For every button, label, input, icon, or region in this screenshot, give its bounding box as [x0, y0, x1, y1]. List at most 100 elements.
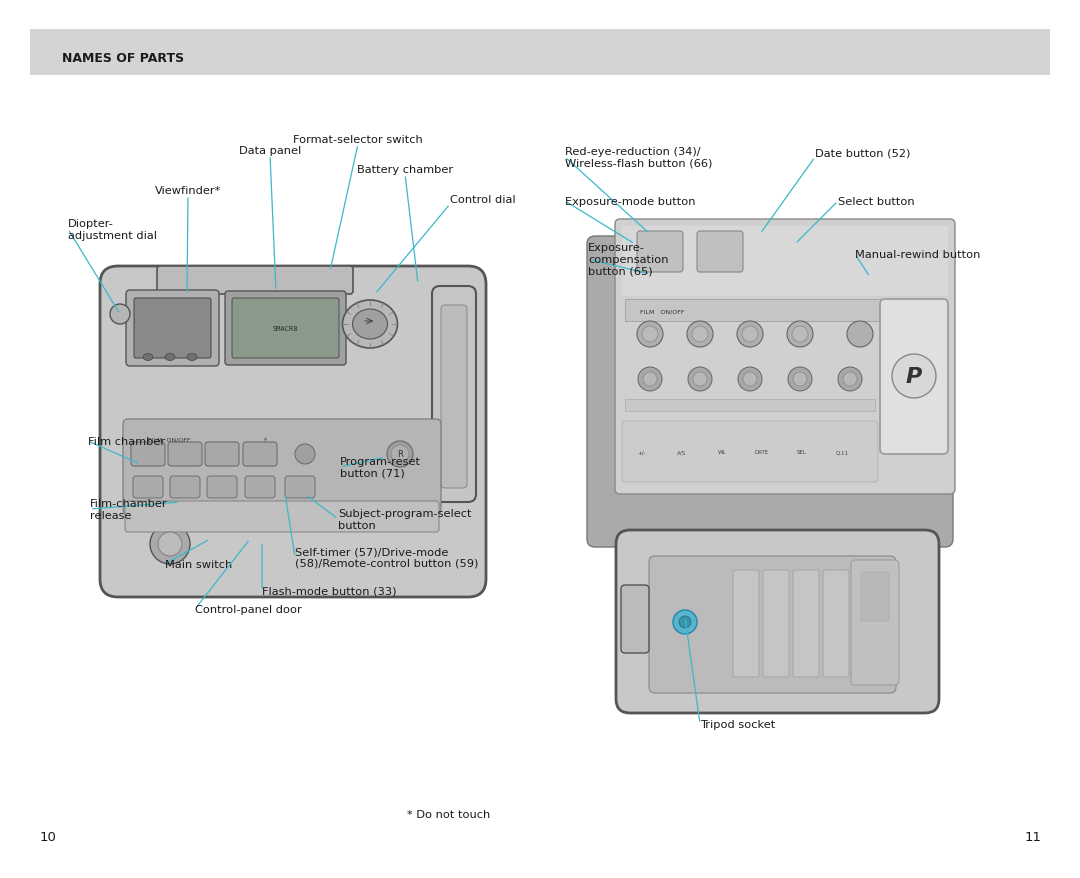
FancyBboxPatch shape — [853, 571, 879, 677]
FancyBboxPatch shape — [861, 572, 889, 622]
FancyBboxPatch shape — [285, 477, 315, 499]
Circle shape — [737, 321, 762, 348]
Text: DATE: DATE — [755, 450, 769, 455]
Text: Main switch: Main switch — [165, 559, 232, 569]
Circle shape — [787, 321, 813, 348]
FancyBboxPatch shape — [637, 232, 683, 273]
FancyBboxPatch shape — [245, 477, 275, 499]
Circle shape — [387, 442, 413, 467]
Circle shape — [693, 372, 707, 386]
Text: Q.11: Q.11 — [836, 450, 849, 455]
FancyBboxPatch shape — [232, 299, 339, 358]
Circle shape — [838, 368, 862, 392]
Text: SEL: SEL — [797, 450, 807, 455]
FancyBboxPatch shape — [441, 306, 467, 488]
Text: P: P — [906, 367, 922, 386]
FancyBboxPatch shape — [100, 267, 486, 597]
Circle shape — [679, 616, 691, 629]
FancyBboxPatch shape — [205, 443, 239, 466]
Text: Film-chamber
release: Film-chamber release — [90, 499, 167, 520]
Circle shape — [692, 327, 708, 342]
Text: * Do not touch: * Do not touch — [407, 810, 490, 819]
FancyBboxPatch shape — [170, 477, 200, 499]
Text: FILM   ON/OFF: FILM ON/OFF — [640, 309, 685, 314]
Text: WL: WL — [718, 450, 726, 455]
Bar — [622, 227, 948, 297]
Text: Viewfinder*: Viewfinder* — [154, 186, 221, 196]
Ellipse shape — [352, 310, 388, 340]
Ellipse shape — [143, 354, 153, 361]
Circle shape — [793, 372, 807, 386]
Text: SMACR8: SMACR8 — [272, 326, 298, 332]
Text: Red-eye-reduction (34)∕
Wireless-flash button (66): Red-eye-reduction (34)∕ Wireless-flash b… — [565, 147, 713, 169]
FancyBboxPatch shape — [133, 477, 163, 499]
FancyBboxPatch shape — [125, 501, 438, 532]
Circle shape — [110, 305, 130, 325]
Circle shape — [792, 327, 808, 342]
Bar — [625, 299, 945, 321]
Text: Date button (52): Date button (52) — [815, 148, 910, 158]
FancyBboxPatch shape — [123, 420, 441, 515]
FancyBboxPatch shape — [733, 571, 759, 677]
Text: Control-panel door: Control-panel door — [195, 604, 301, 615]
Circle shape — [295, 444, 315, 464]
FancyBboxPatch shape — [649, 557, 896, 694]
Text: Manual-rewind button: Manual-rewind button — [855, 249, 981, 260]
FancyBboxPatch shape — [621, 586, 649, 653]
Ellipse shape — [165, 354, 175, 361]
Circle shape — [847, 321, 873, 348]
Text: Exposure-
compensation
button (65): Exposure- compensation button (65) — [588, 243, 669, 277]
FancyBboxPatch shape — [432, 287, 476, 502]
Circle shape — [643, 372, 657, 386]
Circle shape — [892, 355, 936, 399]
Circle shape — [843, 372, 858, 386]
Text: Tripod socket: Tripod socket — [700, 719, 775, 729]
Text: FILM  ON/OFF: FILM ON/OFF — [148, 437, 190, 443]
Circle shape — [158, 532, 183, 557]
Text: Diopter-
adjustment dial: Diopter- adjustment dial — [68, 219, 157, 241]
Text: Subject-program-select
button: Subject-program-select button — [338, 508, 472, 530]
Circle shape — [673, 610, 697, 634]
Circle shape — [150, 524, 190, 565]
Text: Data panel: Data panel — [239, 146, 301, 155]
Bar — [625, 399, 875, 412]
Circle shape — [637, 321, 663, 348]
FancyBboxPatch shape — [134, 299, 211, 358]
Text: Flash-mode button (33): Flash-mode button (33) — [262, 587, 396, 596]
Circle shape — [788, 368, 812, 392]
FancyBboxPatch shape — [243, 443, 276, 466]
Text: A/S: A/S — [677, 450, 687, 455]
FancyBboxPatch shape — [225, 291, 346, 365]
Text: Select button: Select button — [838, 197, 915, 206]
FancyBboxPatch shape — [622, 421, 878, 482]
Circle shape — [687, 321, 713, 348]
Text: 10: 10 — [40, 831, 57, 844]
Text: +/-: +/- — [637, 450, 646, 455]
Circle shape — [742, 327, 758, 342]
Text: Control dial: Control dial — [450, 195, 515, 205]
FancyBboxPatch shape — [793, 571, 819, 677]
Ellipse shape — [342, 300, 397, 349]
FancyBboxPatch shape — [615, 220, 955, 494]
FancyBboxPatch shape — [126, 291, 219, 367]
Text: ⚡: ⚡ — [262, 436, 268, 443]
Text: Program-reset
button (71): Program-reset button (71) — [340, 457, 421, 479]
Bar — [30, 30, 1050, 76]
Circle shape — [642, 327, 658, 342]
Text: 11: 11 — [1025, 831, 1042, 844]
FancyBboxPatch shape — [697, 232, 743, 273]
Text: Exposure-mode button: Exposure-mode button — [565, 197, 696, 206]
Circle shape — [743, 372, 757, 386]
FancyBboxPatch shape — [880, 299, 948, 455]
FancyBboxPatch shape — [588, 237, 953, 547]
Circle shape — [638, 368, 662, 392]
Text: Film chamber: Film chamber — [87, 436, 165, 447]
Ellipse shape — [187, 354, 197, 361]
Text: R: R — [397, 450, 403, 459]
FancyBboxPatch shape — [157, 267, 353, 295]
FancyBboxPatch shape — [823, 571, 849, 677]
FancyBboxPatch shape — [851, 560, 899, 685]
Circle shape — [391, 445, 409, 464]
Text: NAMES OF PARTS: NAMES OF PARTS — [62, 52, 184, 64]
FancyBboxPatch shape — [207, 477, 237, 499]
